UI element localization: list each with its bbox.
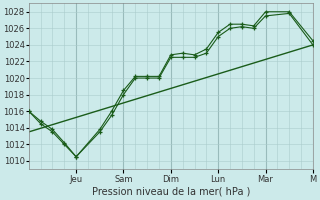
X-axis label: Pression niveau de la mer( hPa ): Pression niveau de la mer( hPa ): [92, 187, 250, 197]
